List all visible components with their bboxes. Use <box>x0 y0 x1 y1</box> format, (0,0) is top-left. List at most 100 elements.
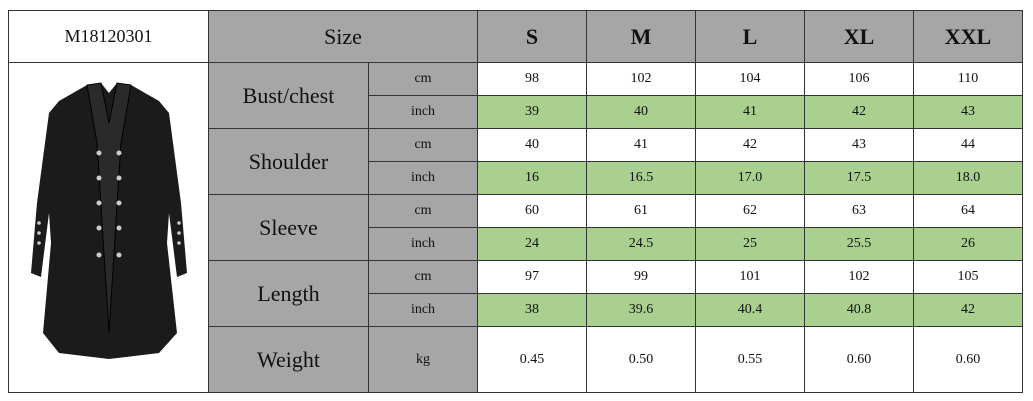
measure-name-text: Weight <box>257 346 320 372</box>
value-cell: 0.50 <box>586 326 696 393</box>
value-cell: 105 <box>913 260 1023 294</box>
value-cell: 43 <box>804 128 914 162</box>
measure-name: Shoulder <box>208 128 369 195</box>
value-cell-text: 99 <box>634 269 648 284</box>
value-cell: 25.5 <box>804 227 914 261</box>
measure-name-text: Length <box>257 280 320 306</box>
value-cell: 42 <box>695 128 805 162</box>
unit-cell: kg <box>368 326 478 393</box>
unit-cell-text: inch <box>410 170 436 185</box>
value-cell: 104 <box>695 62 805 96</box>
value-cell-text: 41 <box>634 137 648 152</box>
value-cell: 16.5 <box>586 161 696 195</box>
value-cell: 24.5 <box>586 227 696 261</box>
value-cell-text: 25.5 <box>846 236 872 251</box>
unit-cell: cm <box>368 62 478 96</box>
value-cell: 102 <box>804 260 914 294</box>
unit-cell: inch <box>368 161 478 195</box>
coat-image <box>31 82 187 359</box>
unit-cell-text: cm <box>414 269 432 284</box>
value-cell-text: 38 <box>525 302 539 317</box>
value-cell: 102 <box>586 62 696 96</box>
value-cell: 62 <box>695 194 805 228</box>
value-cell: 17.0 <box>695 161 805 195</box>
value-cell-text: 0.50 <box>628 351 654 367</box>
measure-name-text: Sleeve <box>259 214 318 240</box>
size-col-header-text: XXL <box>944 23 992 49</box>
value-cell-text: 102 <box>630 71 652 86</box>
size-col-header: L <box>695 10 805 63</box>
size-col-header: XL <box>804 10 914 63</box>
value-cell-text: 39.6 <box>628 302 654 317</box>
value-cell-text: 41 <box>743 104 757 119</box>
unit-cell-text: inch <box>410 302 436 317</box>
value-cell-text: 17.0 <box>737 170 763 185</box>
unit-cell: cm <box>368 260 478 294</box>
unit-cell: inch <box>368 227 478 261</box>
unit-cell-text: cm <box>414 137 432 152</box>
value-cell: 0.55 <box>695 326 805 393</box>
value-cell: 42 <box>913 293 1023 327</box>
value-cell: 101 <box>695 260 805 294</box>
value-cell: 97 <box>477 260 587 294</box>
value-cell: 40.4 <box>695 293 805 327</box>
size-col-header-text: L <box>742 23 758 49</box>
value-cell: 43 <box>913 95 1023 129</box>
value-cell: 39.6 <box>586 293 696 327</box>
value-cell-text: 98 <box>525 71 539 86</box>
measure-name: Bust/chest <box>208 62 369 129</box>
measure-name: Length <box>208 260 369 327</box>
value-cell: 16 <box>477 161 587 195</box>
value-cell-text: 26 <box>961 236 975 251</box>
value-cell-text: 17.5 <box>846 170 872 185</box>
value-cell: 41 <box>586 128 696 162</box>
value-cell: 24 <box>477 227 587 261</box>
value-cell: 110 <box>913 62 1023 96</box>
size-col-header-text: S <box>525 23 539 49</box>
unit-cell-text: inch <box>410 104 436 119</box>
value-cell-text: 106 <box>848 71 870 86</box>
size-col-header: S <box>477 10 587 63</box>
unit-cell: inch <box>368 293 478 327</box>
unit-cell: cm <box>368 128 478 162</box>
value-cell-text: 60 <box>525 203 539 218</box>
unit-cell-text: cm <box>414 71 432 86</box>
value-cell-text: 61 <box>634 203 648 218</box>
value-cell: 42 <box>804 95 914 129</box>
value-cell: 40 <box>477 128 587 162</box>
value-cell-text: 16 <box>525 170 539 185</box>
value-cell: 61 <box>586 194 696 228</box>
value-cell-text: 43 <box>961 104 975 119</box>
value-cell-text: 64 <box>961 203 975 218</box>
value-cell-text: 63 <box>852 203 866 218</box>
value-cell-text: 42 <box>743 137 757 152</box>
measure-name-text: Bust/chest <box>242 82 335 108</box>
value-cell: 0.60 <box>804 326 914 393</box>
unit-cell: cm <box>368 194 478 228</box>
code-cell: M18120301 <box>8 10 209 63</box>
value-cell: 64 <box>913 194 1023 228</box>
value-cell-text: 62 <box>743 203 757 218</box>
unit-cell: inch <box>368 95 478 129</box>
value-cell-text: 42 <box>852 104 866 119</box>
value-cell: 18.0 <box>913 161 1023 195</box>
value-cell: 98 <box>477 62 587 96</box>
unit-cell-text: inch <box>410 236 436 251</box>
value-cell-text: 43 <box>852 137 866 152</box>
value-cell: 99 <box>586 260 696 294</box>
value-cell-text: 18.0 <box>955 170 981 185</box>
value-cell: 41 <box>695 95 805 129</box>
value-cell-text: 110 <box>957 71 979 86</box>
size-col-header: M <box>586 10 696 63</box>
value-cell-text: 0.45 <box>519 351 545 367</box>
value-cell-text: 44 <box>961 137 975 152</box>
value-cell: 106 <box>804 62 914 96</box>
unit-cell-text: cm <box>414 203 432 218</box>
value-cell-text: 24 <box>525 236 539 251</box>
measure-name: Weight <box>208 326 369 393</box>
value-cell: 44 <box>913 128 1023 162</box>
value-cell: 40 <box>586 95 696 129</box>
value-cell-text: 105 <box>957 269 979 284</box>
code-cell-text: M18120301 <box>64 26 153 46</box>
